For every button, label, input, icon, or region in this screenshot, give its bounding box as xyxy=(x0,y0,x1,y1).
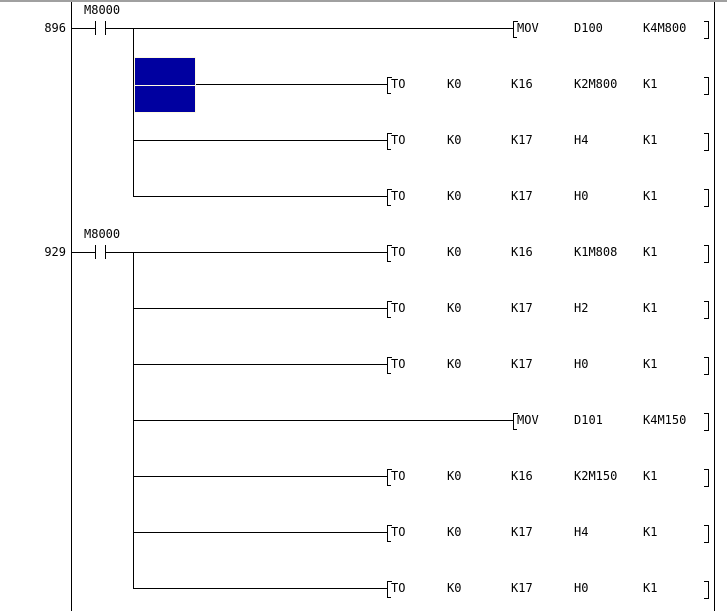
instruction-bracket-open xyxy=(513,413,518,430)
instruction-operand[interactable]: K17 xyxy=(511,525,533,539)
contact-label: M8000 xyxy=(84,227,121,241)
branch-wire xyxy=(133,476,387,477)
instruction-operand[interactable]: K16 xyxy=(511,469,533,483)
instruction-mnemonic[interactable]: MOV xyxy=(517,413,539,427)
branch-wire xyxy=(133,28,513,29)
instruction-operand[interactable]: H2 xyxy=(574,301,589,315)
instruction-operand[interactable]: K17 xyxy=(511,357,533,371)
instruction-bracket-close xyxy=(704,77,709,95)
instruction-operand[interactable]: D100 xyxy=(574,21,603,35)
instruction-operand[interactable]: K1 xyxy=(643,133,658,147)
instruction-bracket-close xyxy=(704,301,709,319)
instruction-bracket-open xyxy=(387,301,392,318)
instruction-operand[interactable]: K4M150 xyxy=(643,413,687,427)
instruction-operand[interactable]: K2M150 xyxy=(574,469,618,483)
instruction-operand[interactable]: D101 xyxy=(574,413,603,427)
window-top-border xyxy=(0,0,727,2)
left-power-rail xyxy=(71,2,72,611)
selection-cursor[interactable] xyxy=(134,57,196,113)
instruction-bracket-open xyxy=(387,469,392,486)
instruction-operand[interactable]: K16 xyxy=(511,245,533,259)
instruction-operand[interactable]: K1 xyxy=(643,581,658,595)
instruction-operand[interactable]: K0 xyxy=(447,301,462,315)
instruction-operand[interactable]: H0 xyxy=(574,581,589,595)
instruction-mnemonic[interactable]: TO xyxy=(391,77,406,91)
instruction-operand[interactable]: K1 xyxy=(643,525,658,539)
instruction-operand[interactable]: K17 xyxy=(511,301,533,315)
instruction-bracket-open xyxy=(387,581,392,598)
instruction-operand[interactable]: K17 xyxy=(511,581,533,595)
instruction-bracket-open xyxy=(387,189,392,206)
instruction-bracket-close xyxy=(704,525,709,543)
instruction-mnemonic[interactable]: TO xyxy=(391,301,406,315)
branch-wire xyxy=(133,588,387,589)
instruction-operand[interactable]: K1 xyxy=(643,189,658,203)
instruction-mnemonic[interactable]: TO xyxy=(391,357,406,371)
instruction-operand[interactable]: K1 xyxy=(643,77,658,91)
branch-wire xyxy=(133,252,387,253)
instruction-operand[interactable]: H0 xyxy=(574,357,589,371)
instruction-operand[interactable]: K0 xyxy=(447,525,462,539)
instruction-operand[interactable]: K2M800 xyxy=(574,77,618,91)
instruction-bracket-open xyxy=(387,525,392,542)
instruction-operand[interactable]: K1 xyxy=(643,469,658,483)
instruction-bracket-close xyxy=(704,413,709,431)
instruction-bracket-open xyxy=(513,21,518,38)
instruction-bracket-close xyxy=(704,357,709,375)
branch-vertical-wire xyxy=(133,252,134,589)
instruction-mnemonic[interactable]: TO xyxy=(391,469,406,483)
instruction-bracket-close xyxy=(704,245,709,263)
instruction-operand[interactable]: K0 xyxy=(447,77,462,91)
instruction-mnemonic[interactable]: MOV xyxy=(517,21,539,35)
step-number: 929 xyxy=(44,245,66,259)
instruction-mnemonic[interactable]: TO xyxy=(391,245,406,259)
normally-open-contact[interactable] xyxy=(95,21,106,35)
normally-open-contact[interactable] xyxy=(95,245,106,259)
branch-wire xyxy=(133,420,513,421)
branch-wire xyxy=(133,84,387,85)
instruction-bracket-open xyxy=(387,357,392,374)
instruction-bracket-close xyxy=(704,581,709,599)
instruction-operand[interactable]: H4 xyxy=(574,525,589,539)
contact-label: M8000 xyxy=(84,3,121,17)
branch-vertical-wire xyxy=(133,28,134,197)
step-number: 896 xyxy=(44,21,66,35)
instruction-operand[interactable]: K4M800 xyxy=(643,21,687,35)
branch-wire xyxy=(133,140,387,141)
instruction-operand[interactable]: H4 xyxy=(574,133,589,147)
branch-wire xyxy=(133,196,387,197)
instruction-operand[interactable]: K1 xyxy=(643,301,658,315)
instruction-bracket-close xyxy=(704,189,709,207)
instruction-bracket-open xyxy=(387,133,392,150)
instruction-operand[interactable]: K0 xyxy=(447,581,462,595)
instruction-operand[interactable]: K1 xyxy=(643,245,658,259)
instruction-operand[interactable]: H0 xyxy=(574,189,589,203)
instruction-operand[interactable]: K1 xyxy=(643,357,658,371)
instruction-mnemonic[interactable]: TO xyxy=(391,189,406,203)
instruction-operand[interactable]: K17 xyxy=(511,133,533,147)
right-power-rail xyxy=(714,2,715,611)
instruction-operand[interactable]: K16 xyxy=(511,77,533,91)
instruction-mnemonic[interactable]: TO xyxy=(391,581,406,595)
instruction-bracket-open xyxy=(387,245,392,262)
instruction-mnemonic[interactable]: TO xyxy=(391,525,406,539)
instruction-operand[interactable]: K0 xyxy=(447,245,462,259)
instruction-bracket-open xyxy=(387,77,392,94)
instruction-operand[interactable]: K17 xyxy=(511,189,533,203)
instruction-bracket-close xyxy=(704,21,709,39)
instruction-bracket-close xyxy=(704,469,709,487)
instruction-operand[interactable]: K0 xyxy=(447,133,462,147)
instruction-bracket-close xyxy=(704,133,709,151)
branch-wire xyxy=(133,308,387,309)
branch-wire xyxy=(133,364,387,365)
branch-wire xyxy=(133,532,387,533)
instruction-operand[interactable]: K0 xyxy=(447,357,462,371)
instruction-operand[interactable]: K0 xyxy=(447,189,462,203)
instruction-operand[interactable]: K0 xyxy=(447,469,462,483)
instruction-operand[interactable]: K1M808 xyxy=(574,245,618,259)
instruction-mnemonic[interactable]: TO xyxy=(391,133,406,147)
